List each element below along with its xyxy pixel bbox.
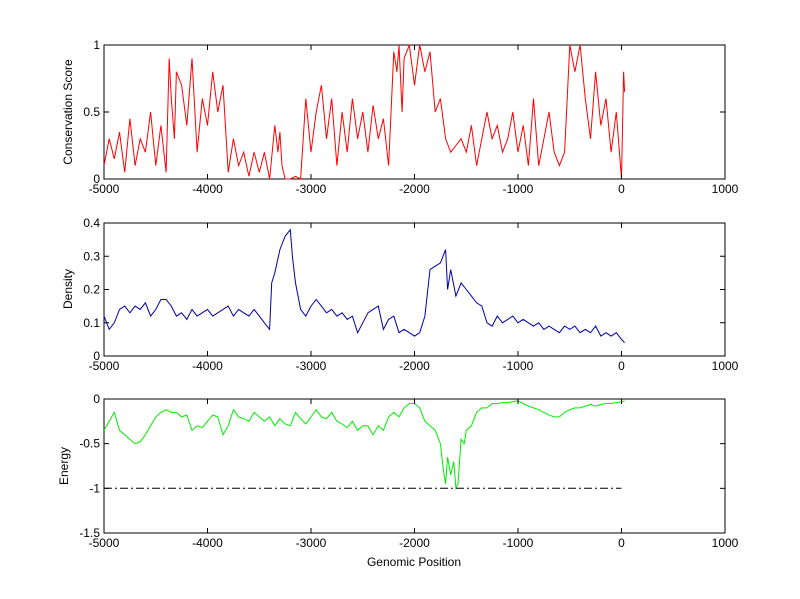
density-xtick-label: -1000 <box>503 359 534 373</box>
density-ticks: -5000 -4000 -3000 -2000 -1000 0 1000 0 0.1 0.2 0.3… <box>83 216 738 373</box>
density-ytick-label: 0.3 <box>83 249 100 263</box>
energy-panel: -5000 -4000 -3000 -2000 -1000 0 1000 -1.5 -1 -0.5… <box>57 392 739 569</box>
energy-xtick-label: -2000 <box>399 536 430 550</box>
density-xtick-label: 0 <box>618 359 625 373</box>
conservation-series-line-0 <box>103 44 626 180</box>
density-ytick-label: 0.4 <box>83 216 100 230</box>
conservation-ytick-label: 0 <box>93 172 100 186</box>
energy-ylabel: Energy <box>57 447 71 485</box>
density-ylabel: Density <box>61 269 75 309</box>
conservation-xtick-label: -2000 <box>399 182 430 196</box>
density-panel: -5000 -4000 -3000 -2000 -1000 0 1000 0 0.1 0.2 0.3… <box>61 216 739 373</box>
conservation-xtick-label: -5000 <box>89 182 120 196</box>
energy-xtick-label: -4000 <box>192 536 223 550</box>
density-xtick-label: 1000 <box>712 359 739 373</box>
conservation-ylabel: Conservation Score <box>61 59 75 165</box>
conservation-panel: -5000 -4000 -3000 -2000 -1000 0 1000 0 0.5 1 Cons… <box>61 38 739 196</box>
conservation-series <box>103 44 626 180</box>
energy-ticks: -5000 -4000 -3000 -2000 -1000 0 1000 -1.5 -1 -0.5… <box>79 392 738 550</box>
energy-xlabel: Genomic Position <box>367 555 461 569</box>
density-series <box>103 228 625 344</box>
density-xtick-label: -3000 <box>296 359 327 373</box>
energy-ytick-label: 0 <box>93 392 100 406</box>
conservation-xtick-label: -3000 <box>296 182 327 196</box>
conservation-xtick-label: -4000 <box>192 182 223 196</box>
density-xtick-label: -5000 <box>89 359 120 373</box>
energy-ytick-label: -1.5 <box>79 526 100 540</box>
conservation-xtick-label: 1000 <box>712 182 739 196</box>
energy-xtick-label: 1000 <box>712 536 739 550</box>
density-ytick-label: 0 <box>93 349 100 363</box>
conservation-xtick-label: 0 <box>618 182 625 196</box>
density-series-line-0 <box>103 228 625 344</box>
energy-ytick-label: -1 <box>89 481 100 495</box>
energy-xtick-label: -3000 <box>296 536 327 550</box>
density-ytick-label: 0.1 <box>83 316 100 330</box>
energy-xtick-label: -1000 <box>503 536 534 550</box>
conservation-ytick-label: 0.5 <box>83 105 100 119</box>
conservation-ticks: -5000 -4000 -3000 -2000 -1000 0 1000 0 0.5 1 <box>83 38 738 196</box>
energy-axes-box <box>103 398 726 534</box>
energy-series <box>103 400 625 491</box>
conservation-ytick-label: 1 <box>93 38 100 52</box>
density-xtick-label: -2000 <box>399 359 430 373</box>
conservation-xtick-label: -1000 <box>503 182 534 196</box>
energy-ytick-label: -0.5 <box>79 437 100 451</box>
density-ytick-label: 0.2 <box>83 283 100 297</box>
energy-xtick-label: -5000 <box>89 536 120 550</box>
conservation-axes-box <box>103 44 726 180</box>
density-axes-box <box>103 222 726 357</box>
density-xtick-label: -4000 <box>192 359 223 373</box>
energy-series-line-0 <box>103 400 625 491</box>
energy-xtick-label: 0 <box>618 536 625 550</box>
